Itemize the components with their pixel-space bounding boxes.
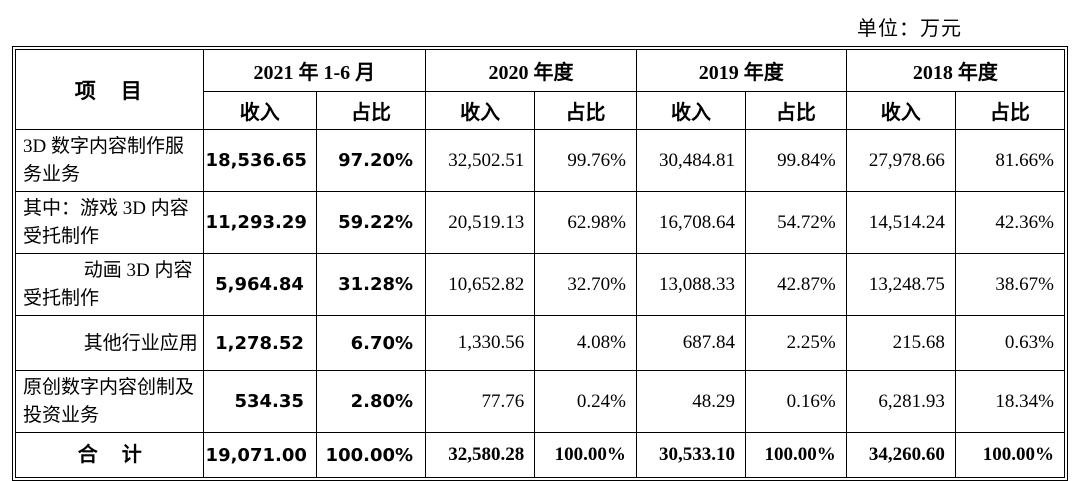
unit-note: 单位：万元 (857, 18, 962, 40)
total-share-2021h1-cell: 100.00% (315, 432, 427, 479)
revenue-2019-cell: 16,708.64 (635, 191, 747, 255)
header-period-2018: 2018 年度 (845, 49, 1066, 92)
header-revenue-2018: 收入 (845, 91, 956, 130)
total-share-2018-cell: 100.00% (954, 432, 1066, 479)
revenue-2021h1-cell: 11,293.29 (202, 191, 317, 255)
header-period-2019: 2019 年度 (635, 49, 847, 92)
share-2018-cell: 81.66% (954, 128, 1066, 193)
total-revenue-2018-cell: 34,260.60 (845, 432, 956, 479)
header-period-2020: 2020 年度 (425, 49, 637, 92)
header-revenue-2021h1: 收入 (202, 91, 317, 130)
header-share-2018: 占比 (954, 91, 1066, 130)
item-label: 其中：游戏 3D 内容受托制作 (15, 191, 204, 255)
share-2018-cell: 18.34% (954, 370, 1066, 434)
table-row-other-industry-applications: 其他行业应用 1,278.52 6.70% 1,330.56 4.08% 687… (15, 315, 1066, 372)
item-label: 其他行业应用 (15, 315, 204, 372)
table-row-3d-content-service: 3D 数字内容制作服务业务 18,536.65 97.20% 32,502.51… (15, 128, 1066, 193)
table-row-game-3d-commissioned: 其中：游戏 3D 内容受托制作 11,293.29 59.22% 20,519.… (15, 191, 1066, 255)
table-row-animation-3d-commissioned: 动画 3D 内容受托制作 5,964.84 31.28% 10,652.82 3… (15, 253, 1066, 317)
item-label: 动画 3D 内容受托制作 (15, 253, 204, 317)
share-2019-cell: 54.72% (745, 191, 847, 255)
revenue-2019-cell: 30,484.81 (635, 128, 747, 193)
table-header-row-measures: 收入 占比 收入 占比 收入 占比 收入 占比 (16, 91, 1066, 130)
share-2020-cell: 0.24% (534, 370, 637, 434)
share-2019-cell: 99.84% (745, 128, 847, 193)
revenue-2019-cell: 687.84 (635, 315, 747, 372)
total-revenue-2020-cell: 32,580.28 (425, 432, 536, 479)
revenue-2020-cell: 32,502.51 (425, 128, 536, 193)
share-2021h1-cell: 31.28% (315, 253, 427, 317)
revenue-2018-cell: 27,978.66 (845, 128, 956, 193)
total-share-2019-cell: 100.00% (745, 432, 847, 479)
table-row-total: 合 计 19,071.00 100.00% 32,580.28 100.00% … (15, 432, 1066, 479)
revenue-2018-cell: 13,248.75 (845, 253, 956, 317)
table-row-original-content-investment: 原创数字内容创制及投资业务 534.35 2.80% 77.76 0.24% 4… (15, 370, 1066, 434)
share-2020-cell: 99.76% (534, 128, 637, 193)
header-revenue-2019: 收入 (635, 91, 747, 130)
revenue-2018-cell: 14,514.24 (845, 191, 956, 255)
revenue-2018-cell: 215.68 (845, 315, 956, 372)
share-2019-cell: 42.87% (745, 253, 847, 317)
revenue-breakdown-table: 项 目 2021 年 1-6 月 2020 年度 2019 年度 2018 年度… (15, 49, 1066, 479)
revenue-2021h1-cell: 1,278.52 (202, 315, 317, 372)
item-label: 3D 数字内容制作服务业务 (15, 128, 204, 193)
revenue-2019-cell: 48.29 (635, 370, 747, 434)
revenue-2020-cell: 10,652.82 (425, 253, 536, 317)
header-share-2021h1: 占比 (315, 91, 427, 130)
share-2021h1-cell: 2.80% (315, 370, 427, 434)
share-2020-cell: 62.98% (534, 191, 637, 255)
share-2019-cell: 2.25% (745, 315, 847, 372)
share-2018-cell: 0.63% (954, 315, 1066, 372)
share-2021h1-cell: 97.20% (315, 128, 427, 193)
header-revenue-2020: 收入 (425, 91, 536, 130)
total-label: 合 计 (15, 432, 204, 479)
revenue-2018-cell: 6,281.93 (845, 370, 956, 434)
share-2018-cell: 42.36% (954, 191, 1066, 255)
revenue-2020-cell: 77.76 (425, 370, 536, 434)
share-2020-cell: 32.70% (534, 253, 637, 317)
document-page: 单位：万元 项 目 2021 年 1-6 月 2020 年度 2019 年度 (12, 18, 1068, 481)
revenue-2020-cell: 20,519.13 (425, 191, 536, 255)
total-share-2020-cell: 100.00% (534, 432, 637, 479)
share-2020-cell: 4.08% (534, 315, 637, 372)
header-item: 项 目 (15, 49, 204, 130)
header-share-2020: 占比 (534, 91, 637, 130)
header-share-2019: 占比 (745, 91, 847, 130)
table-header-row-periods: 项 目 2021 年 1-6 月 2020 年度 2019 年度 2018 年度 (15, 49, 1066, 130)
revenue-table-outer-border: 项 目 2021 年 1-6 月 2020 年度 2019 年度 2018 年度… (12, 46, 1068, 481)
share-2018-cell: 38.67% (954, 253, 1066, 317)
total-revenue-2019-cell: 30,533.10 (635, 432, 747, 479)
revenue-2019-cell: 13,088.33 (635, 253, 747, 317)
share-2019-cell: 0.16% (745, 370, 847, 434)
revenue-2021h1-cell: 18,536.65 (202, 128, 317, 193)
share-2021h1-cell: 59.22% (315, 191, 427, 255)
share-2021h1-cell: 6.70% (315, 315, 427, 372)
item-label: 原创数字内容创制及投资业务 (15, 370, 204, 434)
revenue-2021h1-cell: 534.35 (202, 370, 317, 434)
total-revenue-2021h1-cell: 19,071.00 (202, 432, 317, 479)
revenue-2020-cell: 1,330.56 (425, 315, 536, 372)
revenue-2021h1-cell: 5,964.84 (202, 253, 317, 317)
header-period-2021h1: 2021 年 1-6 月 (202, 49, 427, 92)
